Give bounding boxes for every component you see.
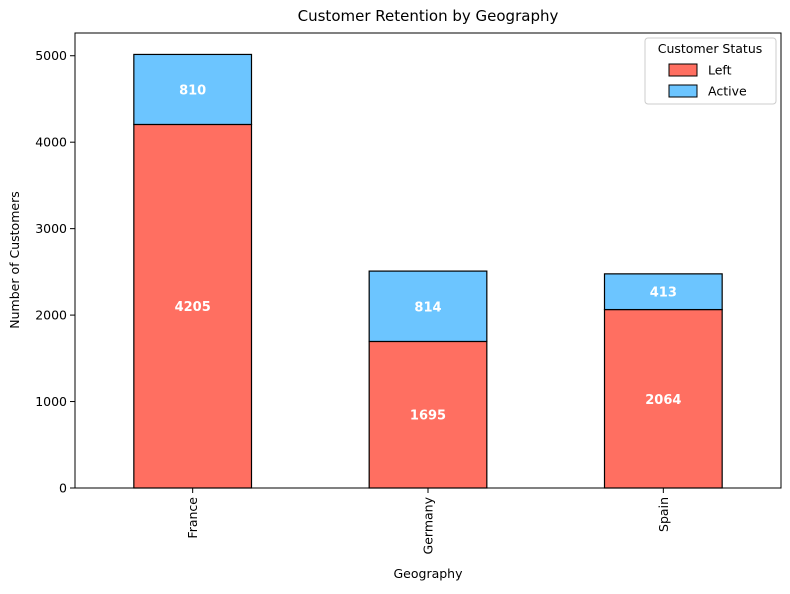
x-tick-label-france: France	[185, 497, 200, 539]
y-tick-label-4000: 4000	[35, 135, 67, 150]
bar-spain-left	[603, 308, 723, 489]
y-tick-label-3000: 3000	[35, 221, 67, 236]
legend-label-left: Left	[708, 63, 732, 78]
x-tick-label-spain: Spain	[656, 497, 671, 532]
x-axis-title: Geography	[393, 566, 463, 581]
legend-swatch-active	[668, 84, 698, 98]
y-axis: 0 1000 2000 3000 4000 5000	[35, 48, 75, 496]
x-axis: France Germany Spain	[185, 488, 671, 554]
y-axis-title: Number of Customers	[7, 191, 22, 328]
bar-label-germany-left: 1695	[410, 409, 446, 424]
bar-spain-active	[603, 273, 723, 311]
y-tick-label-1000: 1000	[35, 394, 67, 409]
bar-labels-layer: 4205 810 1695 814 2064 413	[175, 83, 682, 423]
chart-title: Customer Retention by Geography	[298, 7, 559, 25]
y-tick-label-0: 0	[59, 481, 67, 496]
bar-label-france-active: 810	[179, 83, 206, 98]
bar-france-active	[133, 53, 253, 126]
bar-label-france-left: 4205	[175, 300, 211, 315]
legend: Customer Status Left Active	[644, 37, 777, 105]
y-tick-label-2000: 2000	[35, 308, 67, 323]
legend-label-active: Active	[708, 84, 747, 99]
bar-label-spain-active: 413	[650, 286, 677, 301]
legend-entries: Left Active	[668, 63, 747, 99]
bar-label-spain-left: 2064	[645, 393, 681, 408]
legend-swatch-left	[668, 63, 698, 77]
x-tick-label-germany: Germany	[421, 496, 436, 554]
bar-france-left	[133, 123, 253, 489]
bars-layer	[133, 53, 723, 489]
y-tick-label-5000: 5000	[35, 48, 67, 63]
bar-label-germany-active: 814	[414, 300, 441, 315]
legend-title: Customer Status	[658, 41, 763, 56]
bar-germany-active	[368, 270, 488, 343]
